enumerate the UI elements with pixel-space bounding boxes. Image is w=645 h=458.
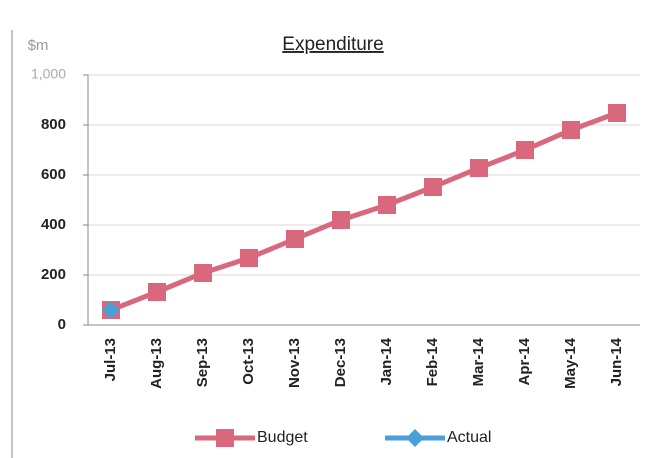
x-tick-label: May-14 (562, 337, 579, 389)
series-marker (562, 121, 580, 139)
x-tick-label: Jun-14 (608, 337, 625, 386)
series-marker (194, 264, 212, 282)
legend-label: Actual (447, 429, 491, 446)
series-marker (424, 178, 442, 196)
series-marker (240, 249, 258, 267)
x-tick-label: Nov-13 (286, 338, 303, 388)
x-tick-label: Apr-14 (516, 337, 533, 385)
x-tick-label: Oct-13 (240, 338, 257, 385)
series-line (110, 110, 618, 313)
chart-title: Expenditure (282, 34, 383, 55)
series-marker (286, 230, 304, 248)
y-tick-label: 600 (41, 166, 66, 183)
series-marker (148, 283, 166, 301)
series-marker (378, 196, 396, 214)
series-marker (470, 159, 488, 177)
y-tick-label: 200 (41, 266, 66, 283)
y-tick-label: 0 (58, 316, 66, 333)
x-tick-label: Jan-14 (378, 337, 395, 385)
series-marker (608, 104, 626, 122)
x-tick-label: Sep-13 (194, 338, 211, 387)
legend-marker (406, 429, 424, 447)
series-marker (332, 211, 350, 229)
x-tick-label: Jul-13 (102, 338, 119, 381)
y-tick-label: 800 (41, 116, 66, 133)
y-axis-label: $m (28, 37, 49, 54)
legend-label: Budget (257, 429, 308, 446)
y-tick-label: 1,000 (31, 66, 66, 82)
x-tick-label: Feb-14 (424, 337, 441, 386)
x-tick-label: Aug-13 (148, 338, 165, 389)
y-tick-label: 400 (41, 216, 66, 233)
x-tick-label: Mar-14 (470, 337, 487, 386)
series-marker (516, 141, 534, 159)
legend-marker (216, 429, 234, 447)
series-marker (102, 301, 120, 319)
x-tick-label: Dec-13 (332, 338, 349, 387)
